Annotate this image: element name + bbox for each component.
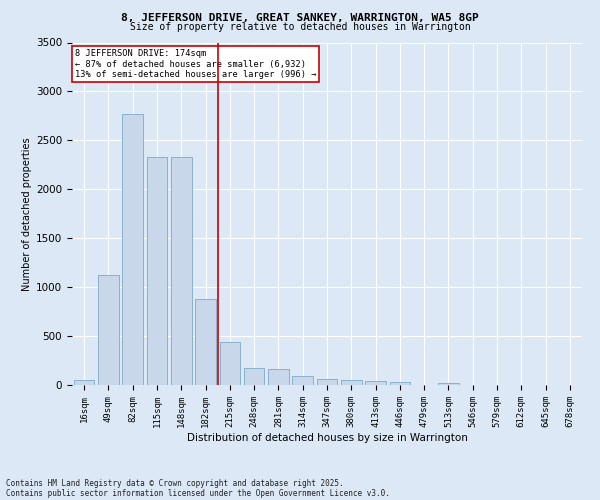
Bar	[122, 114, 143, 385]
Bar	[389, 382, 410, 385]
Bar	[74, 380, 94, 385]
Bar	[292, 376, 313, 385]
Bar	[438, 382, 459, 385]
Bar	[365, 381, 386, 385]
Text: Contains HM Land Registry data © Crown copyright and database right 2025.: Contains HM Land Registry data © Crown c…	[6, 478, 344, 488]
Text: 8 JEFFERSON DRIVE: 174sqm
← 87% of detached houses are smaller (6,932)
13% of se: 8 JEFFERSON DRIVE: 174sqm ← 87% of detac…	[74, 50, 316, 79]
Text: 8, JEFFERSON DRIVE, GREAT SANKEY, WARRINGTON, WA5 8GP: 8, JEFFERSON DRIVE, GREAT SANKEY, WARRIN…	[121, 12, 479, 22]
Bar	[171, 157, 191, 385]
Bar	[341, 380, 362, 385]
Bar	[244, 368, 265, 385]
Bar	[98, 276, 119, 385]
X-axis label: Distribution of detached houses by size in Warrington: Distribution of detached houses by size …	[187, 432, 467, 442]
Text: Contains public sector information licensed under the Open Government Licence v3: Contains public sector information licen…	[6, 488, 390, 498]
Bar	[268, 369, 289, 385]
Bar	[220, 342, 240, 385]
Text: Size of property relative to detached houses in Warrington: Size of property relative to detached ho…	[130, 22, 470, 32]
Y-axis label: Number of detached properties: Number of detached properties	[22, 137, 32, 290]
Bar	[146, 157, 167, 385]
Bar	[317, 378, 337, 385]
Bar	[195, 299, 216, 385]
